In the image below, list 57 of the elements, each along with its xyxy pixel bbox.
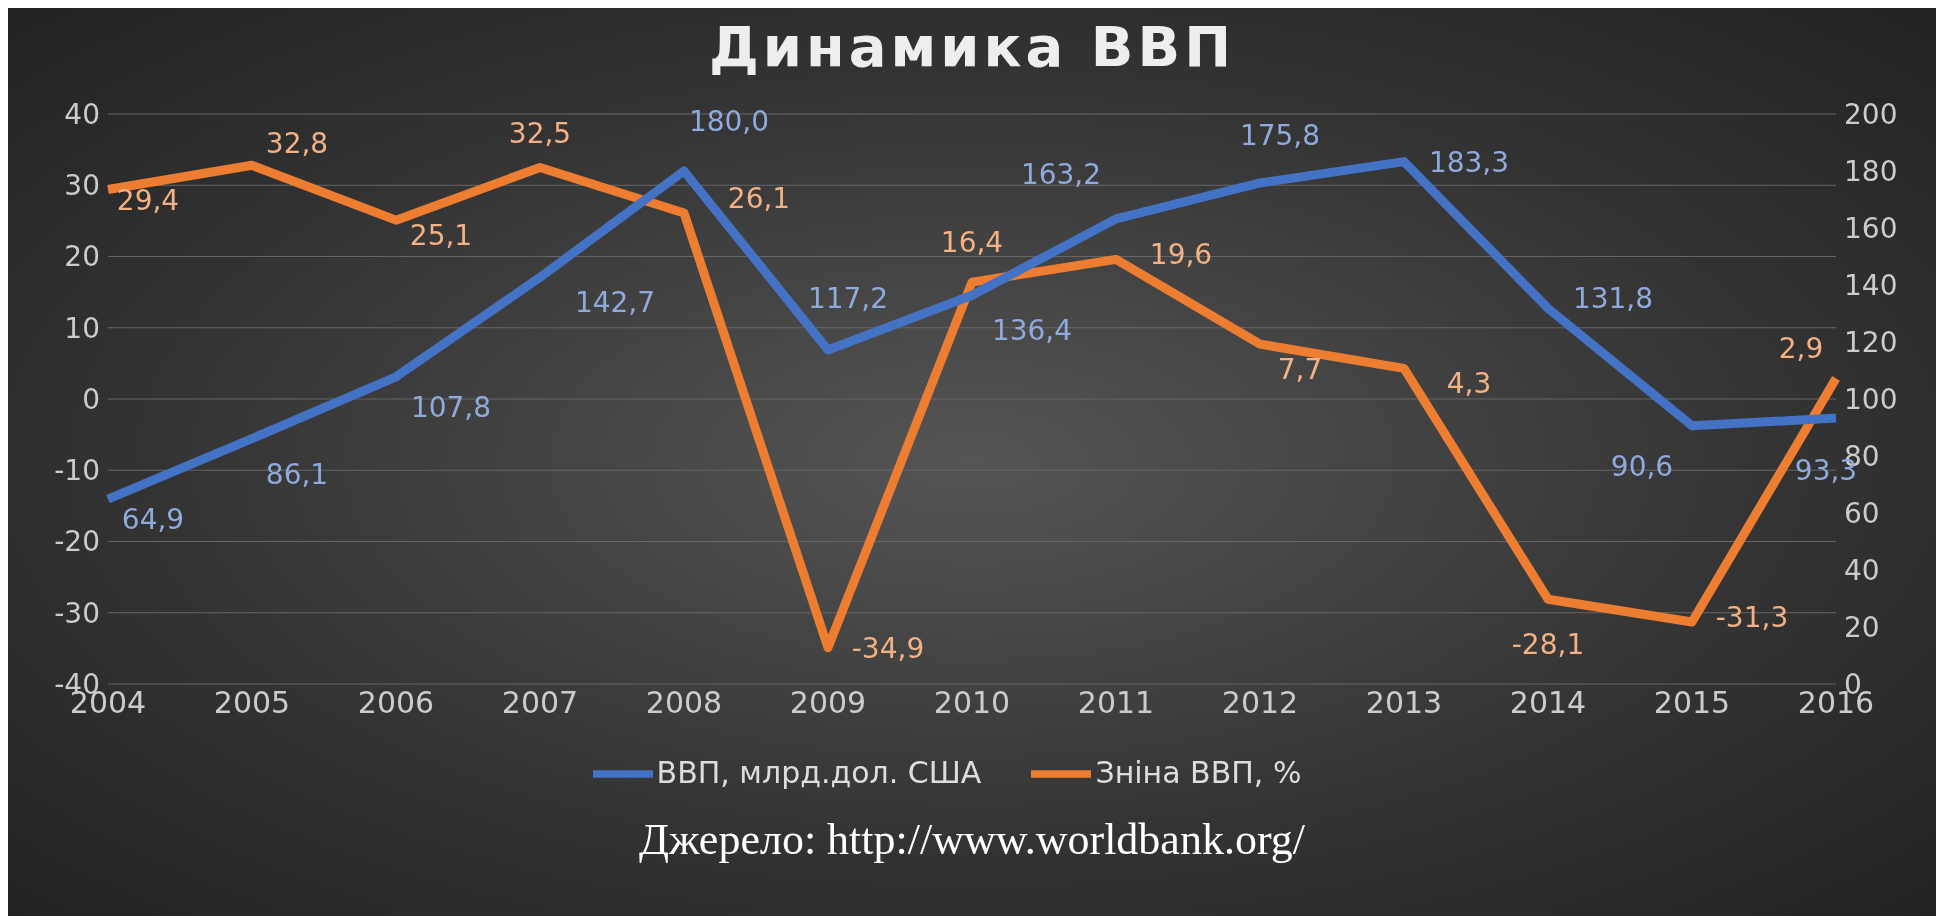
x-tick-label: 2013 <box>1365 685 1443 721</box>
y-tick-label: 40 <box>64 97 100 131</box>
x-tick-label: 2008 <box>645 685 723 721</box>
data-label: 4,3 <box>1446 367 1492 401</box>
y-tick-label: 10 <box>64 311 100 345</box>
x-tick-label: 2014 <box>1509 685 1587 721</box>
y-tick-label: -10 <box>54 454 100 488</box>
y2-tick-label: 100 <box>1844 382 1898 416</box>
data-label: 180,0 <box>688 105 770 138</box>
data-label: -28,1 <box>1511 628 1585 662</box>
legend-label: Зніна ВВП, % <box>1095 754 1302 790</box>
x-tick-label: 2009 <box>789 685 867 721</box>
x-tick-label: 2015 <box>1653 685 1731 721</box>
data-label: 29,4 <box>116 183 180 217</box>
text: Джерело: http://www.worldbank.org/ <box>638 814 1306 865</box>
y2-tick-label: 40 <box>1844 553 1880 587</box>
y-tick-label: -30 <box>54 596 100 630</box>
data-label: 16,4 <box>940 226 1004 260</box>
data-label: 175,8 <box>1239 118 1321 152</box>
data-label: 25,1 <box>409 219 473 253</box>
data-label: 117,2 <box>807 281 889 315</box>
y-tick-label: 0 <box>82 382 100 416</box>
x-tick-label: 2012 <box>1221 685 1299 721</box>
data-label: 32,5 <box>508 117 572 151</box>
y2-tick-label: 180 <box>1844 154 1898 188</box>
x-tick-label: 2011 <box>1077 685 1155 721</box>
y2-tick-label: 60 <box>1844 496 1880 530</box>
data-label: 2,9 <box>1778 332 1824 366</box>
data-label: 183,3 <box>1428 145 1510 179</box>
y2-tick-label: 140 <box>1844 268 1898 302</box>
data-label: 7,7 <box>1277 353 1323 387</box>
data-label: 107,8 <box>410 390 492 424</box>
x-tick-label: 2006 <box>357 685 435 721</box>
x-tick-label: 2010 <box>933 685 1011 721</box>
data-label: 163,2 <box>1020 157 1102 191</box>
data-label: 26,1 <box>727 182 791 216</box>
data-label: 136,4 <box>991 314 1073 348</box>
data-label: 142,7 <box>574 286 656 320</box>
data-label: -31,3 <box>1715 601 1789 635</box>
y-tick-label: 20 <box>64 240 100 274</box>
data-label: 64,9 <box>121 503 185 537</box>
data-label: 90,6 <box>1610 449 1674 483</box>
x-tick-label: 2005 <box>213 685 291 721</box>
y2-tick-label: 120 <box>1844 325 1898 359</box>
x-tick-label: 2007 <box>501 685 579 721</box>
y2-tick-label: 160 <box>1844 211 1898 245</box>
data-label: 19,6 <box>1149 238 1213 272</box>
data-label: 131,8 <box>1572 282 1654 316</box>
chart-title: Динамика ВВП <box>707 13 1237 81</box>
y2-tick-label: 20 <box>1844 610 1880 644</box>
y2-tick-label: 200 <box>1844 97 1898 131</box>
y-tick-label: 30 <box>64 169 100 203</box>
legend-label: ВВП, млрд.дол. США <box>656 754 982 790</box>
data-label: 86,1 <box>265 457 329 491</box>
data-label: 32,8 <box>265 127 329 161</box>
y-tick-label: -20 <box>54 525 100 559</box>
data-label: -34,9 <box>851 631 925 665</box>
